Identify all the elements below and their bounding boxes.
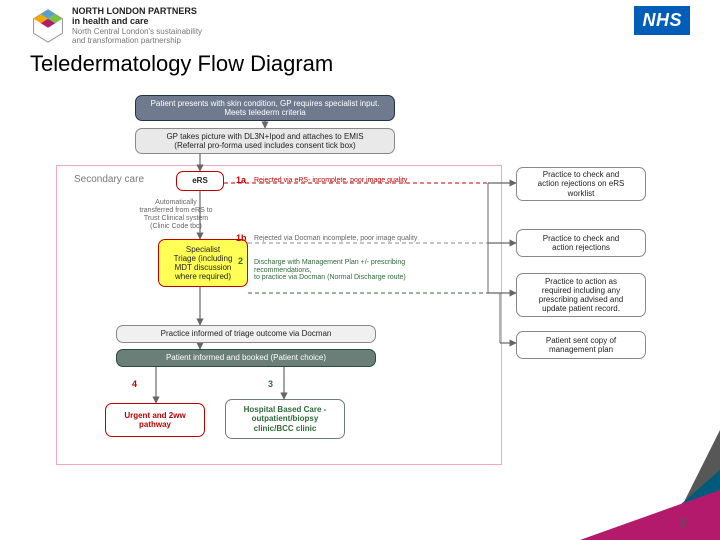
- org-line4: and transformation partnership: [72, 36, 202, 45]
- org-line2: in health and care: [72, 16, 149, 26]
- node-n_side3: Practice to action as required including…: [516, 273, 646, 317]
- nlp-logo-text: NORTH LONDON PARTNERS in health and care…: [72, 6, 202, 45]
- step-label-l2: 2: [238, 256, 243, 266]
- org-line3: North Central London's sustainability: [72, 27, 202, 36]
- step-label-l4: 4: [132, 379, 137, 389]
- page-number: 3: [678, 514, 686, 530]
- node-n_side1: Practice to check and action rejections …: [516, 167, 646, 201]
- node-n_triage: Specialist Triage (including MDT discuss…: [158, 239, 248, 287]
- flow-canvas: Patient presents with skin condition, GP…: [0, 83, 720, 513]
- node-n_patient: Patient informed and booked (Patient cho…: [116, 349, 376, 367]
- nhs-badge: NHS: [634, 6, 690, 35]
- node-n_side4: Patient sent copy of management plan: [516, 331, 646, 359]
- nlp-logo-block: NORTH LONDON PARTNERS in health and care…: [30, 6, 202, 45]
- nlp-logo-icon: [30, 8, 66, 44]
- node-n_auto: Automatically transferred from eRS to Tr…: [130, 195, 222, 235]
- node-n_inform: Practice informed of triage outcome via …: [116, 325, 376, 343]
- org-line1: NORTH LONDON PARTNERS: [72, 6, 197, 16]
- corner-decoration: [580, 490, 720, 540]
- step-label-l3: 3: [268, 379, 273, 389]
- node-n_present: Patient presents with skin condition, GP…: [135, 95, 395, 121]
- node-n_gp: GP takes picture with DL3N+Ipod and atta…: [135, 128, 395, 154]
- page-title: Teledermatology Flow Diagram: [0, 49, 720, 83]
- node-n_side2: Practice to check and action rejections: [516, 229, 646, 257]
- reject-text-r1a: Rejected via eRS- incomplete, poor image…: [254, 177, 407, 185]
- reject-text-r2: Discharge with Management Plan +/- presc…: [254, 259, 406, 282]
- node-n_urgent: Urgent and 2ww pathway: [105, 403, 205, 437]
- node-n_seccare: Secondary care: [64, 171, 154, 189]
- step-label-l1b: 1b: [236, 233, 247, 243]
- node-n_hospital: Hospital Based Care - outpatient/biopsy …: [225, 399, 345, 439]
- header: NORTH LONDON PARTNERS in health and care…: [0, 0, 720, 49]
- step-label-l1a: 1a: [236, 175, 246, 185]
- node-n_ers: eRS: [176, 171, 224, 191]
- reject-text-r1b: Rejected via Docman incomplete, poor ima…: [254, 235, 417, 243]
